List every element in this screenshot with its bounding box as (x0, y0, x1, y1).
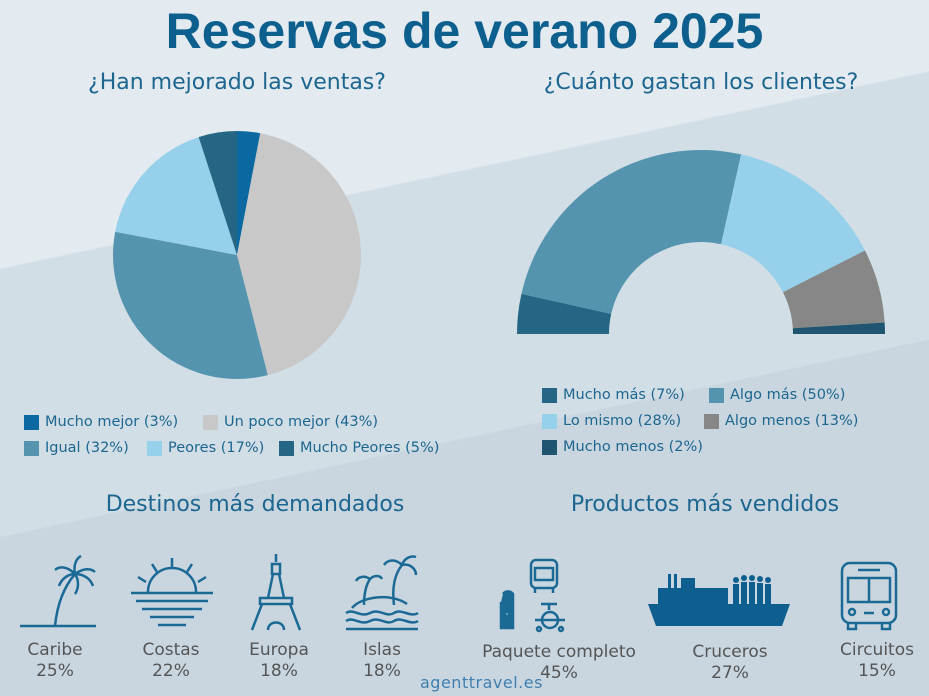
island-icon (345, 555, 419, 631)
legend-label: Peores (17%) (168, 440, 265, 456)
legend-item: Igual (32%) (24, 440, 129, 456)
brand-logo: agenttravel.es (420, 673, 543, 692)
legend-swatch (542, 413, 557, 429)
package-icon (499, 558, 565, 633)
legend-swatch (279, 440, 294, 456)
legend-swatch (24, 440, 39, 456)
destinos-title: Destinos más demandados (105, 492, 405, 517)
eiffel-tower-icon (250, 554, 302, 631)
legend-label: Mucho mejor (3%) (45, 414, 179, 430)
icon-label-value: 18% (260, 661, 298, 681)
chart1-title: ¿Han mejorado las ventas? (88, 70, 386, 95)
pie-slice-igual (113, 231, 268, 379)
icon-label-value: 22% (152, 661, 190, 681)
icon-label-value: 45% (540, 663, 578, 683)
donut-slice-algo-menos (782, 250, 885, 329)
icon-label-label: Cruceros (692, 642, 768, 662)
icon-label-label: Circuitos (840, 640, 914, 660)
legend-swatch (704, 413, 719, 429)
legend-label: Lo mismo (28%) (563, 413, 682, 429)
legend-swatch (542, 387, 557, 403)
legend-label: Algo menos (13%) (725, 413, 859, 429)
icon-label-label: Caribe (27, 640, 83, 660)
pie-slice-mucho-mejor (237, 131, 261, 255)
legend-label: Mucho más (7%) (563, 387, 685, 403)
legend-item: Un poco mejor (43%) (203, 414, 378, 430)
legend-item: Peores (17%) (147, 440, 264, 456)
pie-slice-peores (115, 137, 237, 255)
icon-label-value: 15% (858, 661, 896, 681)
legend-label: Algo más (50%) (730, 387, 846, 403)
legend-item: Algo más (50%) (709, 387, 845, 403)
donut-slice-mucho-más (517, 293, 612, 334)
pie-slice-un-poco-mejor (237, 133, 361, 376)
donut-slice-lo-mismo (721, 154, 865, 293)
productos-title: Productos más vendidos (570, 492, 840, 517)
legend-swatch (24, 414, 39, 430)
icon-label: Caribe 25% (0, 640, 125, 682)
pie-slice-mucho-peores (198, 131, 237, 255)
icon-label-value: 18% (363, 661, 401, 681)
legend-swatch (147, 440, 162, 456)
donut-slice-mucho-menos (792, 322, 885, 334)
icon-label: Paquete completo 45% (459, 642, 659, 684)
page-title: Reservas de verano 2025 (165, 3, 764, 59)
icon-label: Islas 18% (312, 640, 452, 682)
legend-item: Mucho Peores (5%) (279, 440, 439, 456)
legend-item: Mucho más (7%) (542, 387, 685, 403)
icon-label-label: Europa (249, 640, 309, 660)
icon-label: Cruceros 27% (660, 642, 800, 684)
icon-label-label: Islas (363, 640, 401, 660)
charts-svg (113, 131, 885, 379)
icon-label: Europa 18% (209, 640, 349, 682)
icon-label: Costas 22% (101, 640, 241, 682)
legend-label: Un poco mejor (43%) (224, 414, 378, 430)
legend-swatch (203, 414, 218, 430)
cruise-ship-icon (648, 574, 790, 626)
icon-label-value: 25% (36, 661, 74, 681)
donut-slice-algo-más (521, 150, 742, 314)
legend-item: Algo menos (13%) (704, 413, 858, 429)
legend-item: Mucho menos (2%) (542, 439, 703, 455)
icon-label: Circuitos 15% (807, 640, 929, 682)
legend-label: Mucho menos (2%) (563, 439, 703, 455)
chart2-title: ¿Cuánto gastan los clientes? (543, 70, 859, 95)
legend-item: Mucho mejor (3%) (24, 414, 178, 430)
legend-label: Mucho Peores (5%) (300, 440, 440, 456)
legend-swatch (542, 439, 557, 455)
icon-label-value: 27% (711, 663, 749, 683)
icon-label-label: Paquete completo (482, 642, 636, 662)
sunset-icon (131, 558, 213, 627)
legend-item: Lo mismo (28%) (542, 413, 681, 429)
legend-swatch (709, 387, 724, 403)
legend-label: Igual (32%) (45, 440, 129, 456)
bus-icon (840, 561, 898, 631)
palm-tree-icon (20, 555, 96, 628)
icon-label-label: Costas (142, 640, 200, 660)
